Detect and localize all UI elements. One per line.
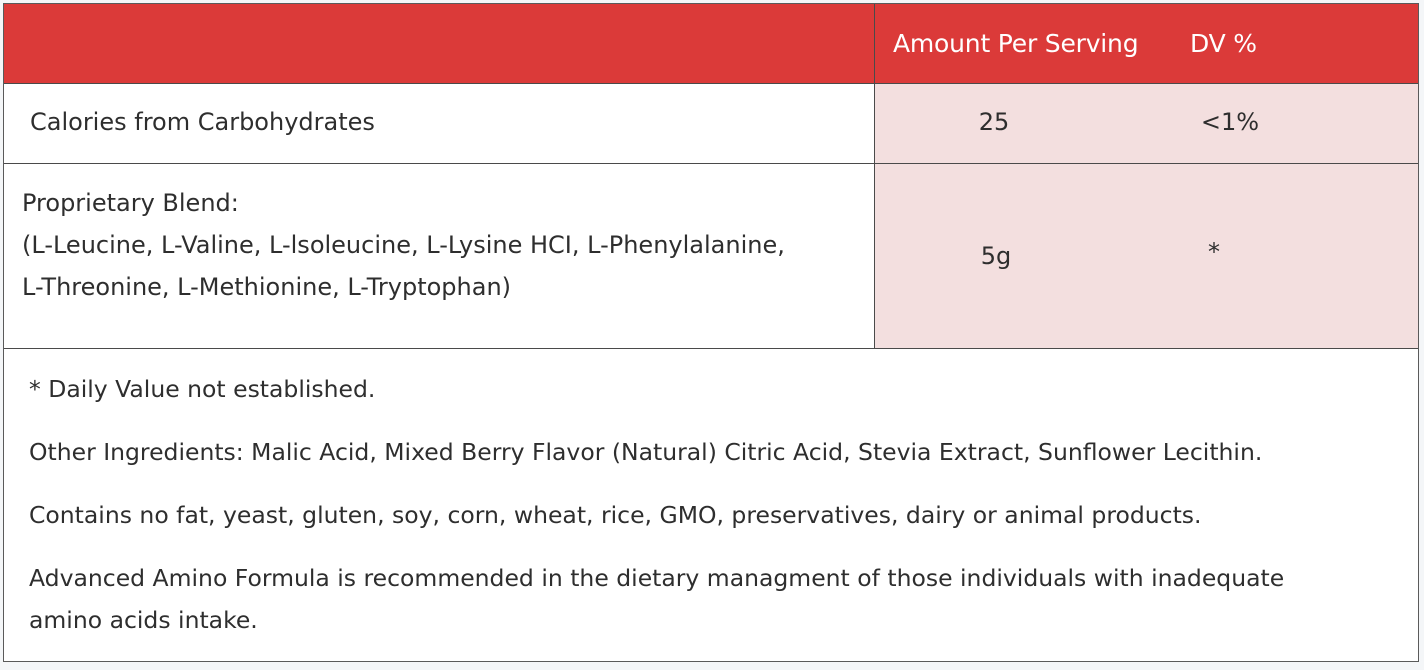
table-row: Proprietary Blend: (L-Leucine, L-Valine,… <box>4 164 1418 349</box>
amount-per-serving-header: Amount Per Serving <box>893 29 1139 58</box>
blend-dv: * <box>1208 238 1220 266</box>
nutrient-amount: 25 <box>978 108 1010 136</box>
other-ingredients-note: Other Ingredients: Malic Acid, Mixed Ber… <box>29 438 1263 466</box>
recommendation-note-line: Advanced Amino Formula is recommended in… <box>29 564 1285 592</box>
blend-ingredients-line: L-Threonine, L-Methionine, L-Tryptophan) <box>22 273 512 301</box>
value-cell-background <box>875 164 1418 348</box>
supplement-facts-table: Amount Per Serving DV % Calories from Ca… <box>3 3 1419 662</box>
blend-amount: 5g <box>980 242 1012 270</box>
table-row: Calories from Carbohydrates 25 <1% <box>4 84 1418 164</box>
recommendation-note-line: amino acids intake. <box>29 606 258 634</box>
dv-percent-header: DV % <box>1190 29 1257 58</box>
blend-ingredients-line: (L-Leucine, L-Valine, L-lsoleucine, L-Ly… <box>22 231 785 259</box>
blend-title: Proprietary Blend: <box>22 189 239 217</box>
nutrient-name: Calories from Carbohydrates <box>30 108 375 136</box>
daily-value-note: * Daily Value not established. <box>29 375 376 403</box>
value-cell-background <box>875 84 1418 163</box>
footnotes-section: * Daily Value not established. Other Ing… <box>4 349 1418 661</box>
nutrient-dv: <1% <box>1200 108 1260 136</box>
blend-description: Proprietary Blend: (L-Leucine, L-Valine,… <box>22 182 785 308</box>
table-header-row: Amount Per Serving DV % <box>4 4 1418 84</box>
column-divider <box>874 4 875 349</box>
contains-note: Contains no fat, yeast, gluten, soy, cor… <box>29 501 1202 529</box>
